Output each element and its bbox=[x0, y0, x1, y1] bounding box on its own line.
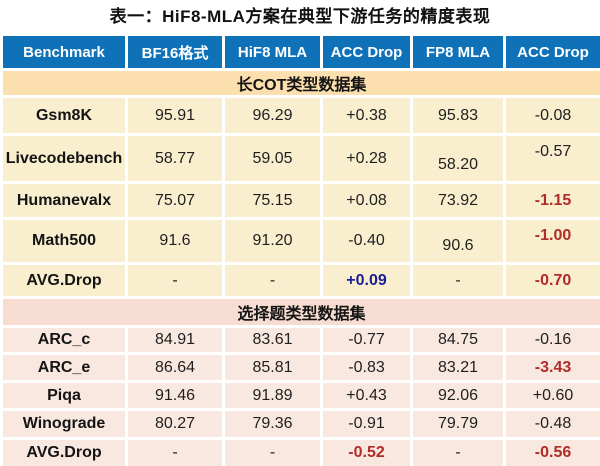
value-cell: -0.57 bbox=[503, 133, 600, 184]
value-cell: 79.79 bbox=[410, 408, 506, 440]
column-header: FP8 MLA bbox=[410, 33, 506, 71]
value-cell: +0.28 bbox=[320, 133, 413, 184]
section-header-row: 长COT类型数据集 bbox=[0, 68, 600, 98]
column-header: Benchmark bbox=[0, 33, 128, 71]
value-cell: +0.43 bbox=[320, 380, 413, 411]
column-header: HiF8 MLA bbox=[222, 33, 323, 71]
benchmark-cell: ARC_e bbox=[0, 352, 128, 383]
section-header: 选择题类型数据集 bbox=[0, 296, 600, 328]
benchmark-cell: Gsm8K bbox=[0, 95, 128, 136]
value-cell: 58.77 bbox=[125, 133, 225, 184]
value-cell: 86.64 bbox=[125, 352, 225, 383]
value-cell: - bbox=[222, 437, 323, 466]
table-row: Livecodebench 58.77 59.05 +0.28 58.20 -0.57 bbox=[0, 133, 600, 184]
value-cell: +0.08 bbox=[320, 181, 413, 220]
table-row: Math500 91.6 91.20 -0.40 90.6 -1.00 bbox=[0, 217, 600, 265]
value-cell: -0.83 bbox=[320, 352, 413, 383]
value-cell: -3.43 bbox=[503, 352, 600, 383]
benchmark-cell: AVG.Drop bbox=[0, 437, 128, 466]
value-cell: 95.83 bbox=[410, 95, 506, 136]
value-cell: 83.21 bbox=[410, 352, 506, 383]
benchmark-cell: ARC_c bbox=[0, 325, 128, 355]
value-cell: 59.05 bbox=[222, 133, 323, 184]
value-cell: -1.00 bbox=[503, 217, 600, 265]
value-cell: -1.15 bbox=[503, 181, 600, 220]
value-cell: +0.60 bbox=[503, 380, 600, 411]
value-cell: 95.91 bbox=[125, 95, 225, 136]
column-header: BF16格式 bbox=[125, 33, 225, 71]
value-cell: 85.81 bbox=[222, 352, 323, 383]
value-cell: 91.89 bbox=[222, 380, 323, 411]
value-cell: -0.70 bbox=[503, 262, 600, 299]
value-cell: 75.15 bbox=[222, 181, 323, 220]
value-cell: - bbox=[125, 437, 225, 466]
value-cell: 92.06 bbox=[410, 380, 506, 411]
benchmark-cell: Piqa bbox=[0, 380, 128, 411]
value-cell: 91.46 bbox=[125, 380, 225, 411]
value-cell: - bbox=[125, 262, 225, 299]
benchmark-cell: Winograde bbox=[0, 408, 128, 440]
benchmark-cell: AVG.Drop bbox=[0, 262, 128, 299]
table-row: ARC_e 86.64 85.81 -0.83 83.21 -3.43 bbox=[0, 352, 600, 383]
table-row: AVG.Drop - - -0.52- -0.56 bbox=[0, 437, 600, 466]
section-header-row: 选择题类型数据集 bbox=[0, 296, 600, 328]
value-cell: 91.6 bbox=[125, 217, 225, 265]
value-cell: 90.6 bbox=[410, 217, 506, 265]
value-cell: - bbox=[410, 437, 506, 466]
value-cell: -0.08 bbox=[503, 95, 600, 136]
value-cell: 91.20 bbox=[222, 217, 323, 265]
column-header: ACC Drop bbox=[320, 33, 413, 71]
value-cell: 96.29 bbox=[222, 95, 323, 136]
table-row: Piqa 91.46 91.89 +0.43 92.06 +0.60 bbox=[0, 380, 600, 411]
table-row: ARC_c 84.91 83.61 -0.77 84.75 -0.16 bbox=[0, 325, 600, 355]
table-title: 表一：HiF8-MLA方案在典型下游任务的精度表现 bbox=[109, 7, 491, 26]
value-cell: -0.91 bbox=[320, 408, 413, 440]
value-cell: 73.92 bbox=[410, 181, 506, 220]
value-cell: 84.91 bbox=[125, 325, 225, 355]
value-cell: 84.75 bbox=[410, 325, 506, 355]
section-header: 长COT类型数据集 bbox=[0, 68, 600, 98]
benchmark-table: Benchmark BF16格式 HiF8 MLA ACC Drop FP8 MLA AC… bbox=[0, 33, 600, 466]
value-cell: -0.56 bbox=[503, 437, 600, 466]
value-cell: - bbox=[410, 262, 506, 299]
value-cell: 83.61 bbox=[222, 325, 323, 355]
value-cell: -0.48 bbox=[503, 408, 600, 440]
value-cell: 75.07 bbox=[125, 181, 225, 220]
value-cell: -0.16 bbox=[503, 325, 600, 355]
header-row: Benchmark BF16格式 HiF8 MLA ACC Drop FP8 MLA AC… bbox=[0, 33, 600, 71]
value-cell: -0.52 bbox=[320, 437, 413, 466]
value-cell: -0.40 bbox=[320, 217, 413, 265]
benchmark-cell: Math500 bbox=[0, 217, 128, 265]
table-row: Winograde 80.27 79.36 -0.91 79.79 -0.48 bbox=[0, 408, 600, 440]
value-cell: - bbox=[222, 262, 323, 299]
value-cell: 80.27 bbox=[125, 408, 225, 440]
table-row: AVG.Drop - - +0.09- -0.70 bbox=[0, 262, 600, 299]
benchmark-cell: Humanevalx bbox=[0, 181, 128, 220]
value-cell: -0.77 bbox=[320, 325, 413, 355]
value-cell: 58.20 bbox=[410, 133, 506, 184]
value-cell: +0.09 bbox=[320, 262, 413, 299]
table-row: Humanevalx 75.07 75.15 +0.08 73.92 -1.15 bbox=[0, 181, 600, 220]
column-header: ACC Drop bbox=[503, 33, 600, 71]
benchmark-cell: Livecodebench bbox=[0, 133, 128, 184]
value-cell: 79.36 bbox=[222, 408, 323, 440]
value-cell: +0.38 bbox=[320, 95, 413, 136]
table-row: Gsm8K 95.91 96.29 +0.38 95.83 -0.08 bbox=[0, 95, 600, 136]
